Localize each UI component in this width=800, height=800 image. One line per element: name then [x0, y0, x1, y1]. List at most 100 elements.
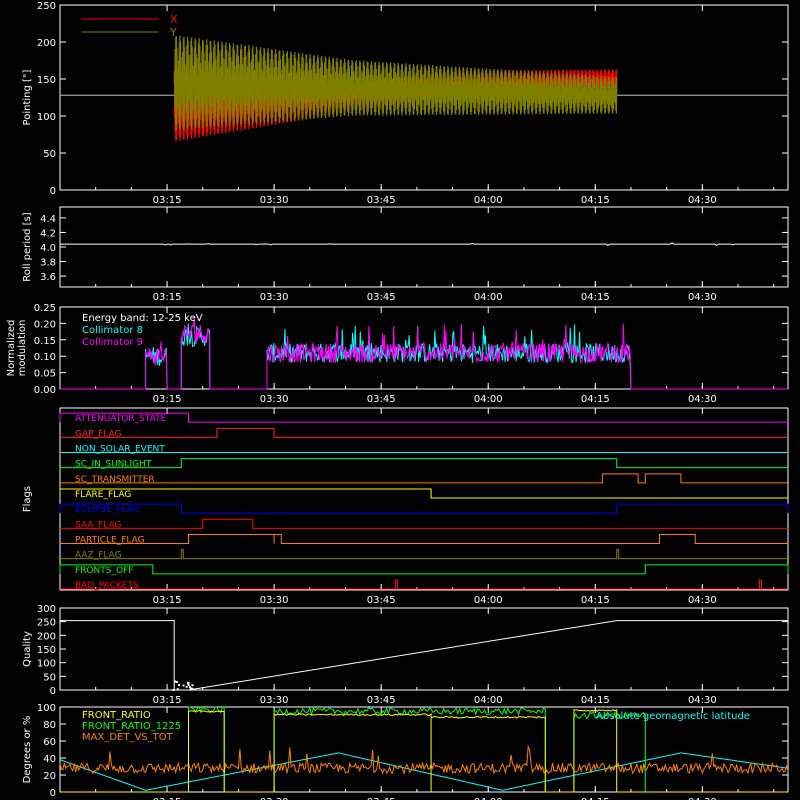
quality-point [190, 687, 193, 690]
geomagnetic-latitude-label: Absolute geomagnetic latitude [596, 711, 750, 722]
flag-label: ATTENUATOR_STATE [75, 414, 167, 424]
y-tick-label: 200 [37, 38, 56, 49]
y-axis-label: modulation [17, 320, 28, 377]
x-tick-label: 03:45 [367, 595, 396, 606]
x-tick-label: 04:00 [474, 292, 503, 303]
x-tick-label: 03:15 [153, 292, 182, 303]
y-tick-label: 300 [37, 604, 56, 615]
quality-point [191, 684, 194, 687]
y-tick-label: 4.2 [40, 228, 56, 239]
y-tick-label: 0.05 [34, 369, 56, 380]
legend-label: Collimator 8 [82, 325, 143, 336]
series-line-collimator-9 [60, 316, 788, 390]
x-tick-label: 03:45 [367, 195, 396, 206]
series-line-quality [59, 620, 788, 691]
quality-point [185, 685, 188, 688]
panel-3: 03:15 03:30 03:45 04:00 04:15 04:30 Flags ATTEN… [22, 407, 789, 606]
flag-label: FRONTS_OFF [75, 566, 133, 576]
x-tick-label: 03:30 [260, 394, 289, 405]
flag-line-bad_packets [60, 579, 788, 590]
quality-point [187, 683, 190, 686]
y-tick-label: 250 [37, 618, 56, 629]
flag-line-particle_flag [60, 534, 788, 544]
x-tick-label: 03:15 [153, 394, 182, 405]
x-tick-label: 04:00 [474, 195, 503, 206]
x-tick-label: 03:30 [260, 695, 289, 706]
x-tick-label: 03:15 [153, 595, 182, 606]
legend-label: FRONT_RATIO [82, 710, 151, 721]
panel-2: 03:15 03:30 03:45 04:00 04:15 04:30 Normalized… [6, 303, 789, 405]
legend-label: Y [169, 26, 177, 39]
x-tick-label: 03:30 [260, 797, 289, 800]
y-tick-label: 4.0 [40, 243, 56, 254]
y-tick-label: 100 [37, 703, 56, 714]
y-tick-label: 0.20 [34, 319, 56, 330]
y-axis-label: Normalized [6, 320, 17, 377]
y-tick-label: 250 [37, 1, 56, 12]
x-tick-label: 03:30 [260, 195, 289, 206]
x-tick-label: 03:30 [260, 292, 289, 303]
series-line-front_ratio_1225 [60, 706, 788, 793]
x-tick-label: 04:30 [688, 195, 717, 206]
y-tick-label: 3.6 [40, 272, 56, 283]
flag-label: AAZ_FLAG [75, 551, 122, 561]
x-tick-label: 04:00 [474, 394, 503, 405]
quality-point [172, 689, 175, 692]
quality-point [187, 681, 190, 684]
y-tick-label: 60 [43, 737, 56, 748]
flag-line-gap_flag [60, 427, 788, 438]
y-tick-label: 0 [50, 788, 56, 799]
quality-point [191, 687, 194, 690]
x-tick-label: 04:30 [688, 595, 717, 606]
flag-label: BAD_PACKETS [75, 581, 139, 591]
series-line-geomagnetic-latitude [59, 752, 789, 791]
y-tick-label: 0.10 [34, 352, 56, 363]
y-tick-label: 50 [43, 672, 56, 683]
y-axis-label: Roll period [s] [22, 212, 33, 281]
series-line-collimator-8 [60, 323, 788, 390]
x-tick-label: 03:15 [153, 797, 182, 800]
x-tick-label: 04:15 [581, 695, 610, 706]
y-tick-label: 40 [43, 754, 56, 765]
quality-point [178, 684, 181, 687]
legend-label: FRONT_RATIO_1225 [82, 721, 181, 732]
y-tick-label: 150 [37, 75, 56, 86]
series-line-y [173, 35, 618, 131]
y-axis-label: Flags [22, 486, 33, 512]
flag-label: FLARE_FLAG [75, 490, 131, 500]
y-tick-label: 0 [50, 186, 56, 197]
quality-point [182, 684, 185, 687]
x-tick-label: 04:00 [474, 595, 503, 606]
y-tick-label: 3.8 [40, 258, 56, 269]
x-tick-label: 04:15 [581, 292, 610, 303]
flag-line-flare_flag [59, 488, 788, 499]
panel-1: 03:15 03:30 03:45 04:00 04:15 04:30 Roll perio… [22, 206, 789, 303]
panel-frame [59, 206, 789, 288]
y-tick-label: 20 [43, 771, 56, 782]
y-tick-label: 0.15 [34, 336, 56, 347]
y-tick-label: 0 [50, 686, 56, 697]
x-tick-label: 04:30 [688, 292, 717, 303]
panel-5: 03:15 03:30 03:45 04:00 04:15 04:30 Degrees or… [22, 703, 789, 800]
x-tick-label: 04:30 [688, 695, 717, 706]
series-line-roll-period [60, 242, 788, 247]
legend-label: Energy band: 12-25 keV [82, 313, 203, 324]
y-axis-label: Degrees or % [22, 716, 33, 784]
series-line-front_ratio [60, 708, 788, 793]
x-tick-label: 03:45 [367, 695, 396, 706]
flag-label: ECLIPSE_FLAG [75, 505, 139, 515]
flag-line-aaz_flag [60, 549, 788, 560]
x-tick-label: 04:15 [581, 595, 610, 606]
panel-0: 03:15 03:30 03:45 04:00 04:15 04:30 Pointing [… [22, 1, 789, 206]
flag-line-sc_transmitter [60, 473, 788, 484]
y-tick-label: 100 [37, 112, 56, 123]
quality-point [176, 688, 179, 691]
y-axis-label: Quality [22, 631, 33, 667]
y-tick-label: 200 [37, 631, 56, 642]
quality-point [188, 686, 191, 689]
panel-frame [59, 306, 789, 390]
panel-4: 03:15 03:30 03:45 04:00 04:15 04:30 Quality 0 50… [22, 604, 789, 706]
x-tick-label: 04:30 [688, 394, 717, 405]
panel-frame [59, 706, 789, 793]
